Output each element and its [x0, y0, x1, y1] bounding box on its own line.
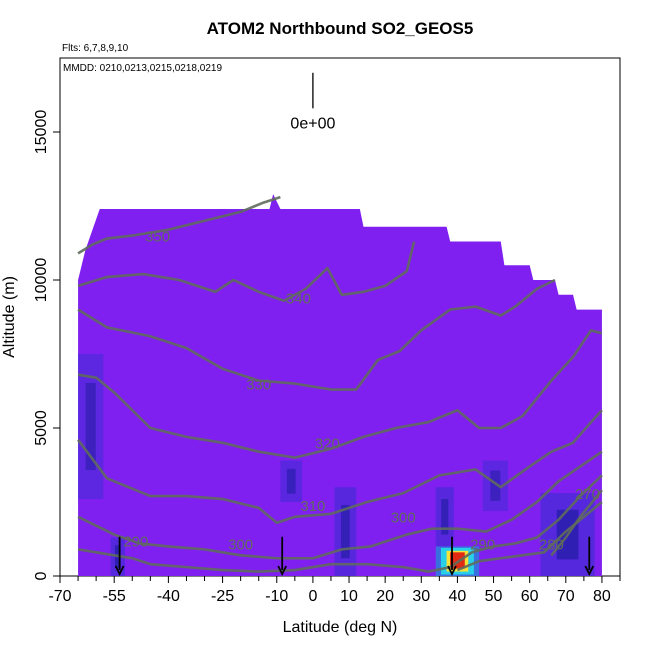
axes: -70 -55 -40 -25 -10 0 10 20 30 40 50 60 70 80 0 5000 100…	[33, 110, 621, 605]
y-tick-label-3: 15000	[33, 110, 50, 155]
contour-line-310	[77, 409, 603, 525]
contour-label-300: 300	[228, 536, 253, 553]
contour-label-290: 290	[470, 536, 495, 553]
x-axis-label: Latitude (deg N)	[283, 619, 398, 636]
colorbar-marker: 0e+00	[290, 72, 335, 132]
y-tick-label-0: 0	[33, 571, 50, 580]
hotspot-3-core	[286, 468, 296, 494]
x-tick-label-6: 10	[340, 588, 358, 605]
contour-label-290: 290	[123, 533, 148, 550]
colorbar-label: 0e+00	[290, 115, 335, 132]
contour-line-280	[456, 500, 603, 572]
x-tick-label-4: -10	[265, 588, 288, 605]
contour-layer: 350 340 330 320 310 300 300 290 290 280 270	[77, 195, 603, 573]
contour-label-320: 320	[315, 436, 340, 453]
hotspot-4-core	[441, 499, 449, 535]
contour-label-280: 280	[539, 536, 564, 553]
contour-label-330: 330	[246, 377, 271, 394]
arrow-head-2	[447, 565, 457, 577]
x-tick-label-13: 80	[593, 588, 611, 605]
contour-label-340: 340	[286, 291, 311, 308]
flight-arrows	[114, 536, 595, 577]
y-axis-label: Altitude (m)	[1, 276, 18, 358]
flights-note: Flts: 6,7,8,9,10	[62, 43, 129, 54]
x-tick-label-8: 30	[412, 588, 430, 605]
y-tick-label-2: 10000	[33, 258, 50, 303]
contour-line-270	[550, 489, 603, 557]
contour-label-270: 270	[575, 486, 600, 503]
arrow-head-0	[114, 565, 125, 577]
x-tick-label-12: 70	[557, 588, 575, 605]
x-tick-label-3: -25	[211, 588, 234, 605]
hotspot-2-core	[341, 504, 350, 559]
contour-line-350	[77, 195, 281, 255]
x-tick-label-0: -70	[48, 588, 71, 605]
contour-line-340	[77, 241, 416, 303]
hotspot-6-core	[85, 383, 96, 471]
y-tick-label-1: 5000	[33, 410, 50, 446]
x-tick-label-7: 20	[376, 588, 394, 605]
contour-label-310: 310	[300, 498, 325, 515]
dates-note: MMDD: 0210,0213,0215,0218,0219	[63, 63, 222, 74]
contour-label-350: 350	[145, 229, 170, 246]
contour-line-330	[77, 278, 556, 391]
x-tick-label-5: 0	[308, 588, 317, 605]
data-layer	[78, 194, 602, 576]
hotspot-7-core	[490, 470, 501, 501]
x-tick-label-1: -55	[103, 588, 126, 605]
contour-line-300	[77, 450, 603, 560]
x-tick-label-2: -40	[157, 588, 180, 605]
x-tick-label-10: 50	[485, 588, 503, 605]
arrow-head-1	[277, 565, 287, 577]
contour-line-290	[77, 474, 603, 573]
contour-line-320	[77, 329, 603, 459]
arrow-head-3	[584, 565, 595, 577]
x-tick-label-11: 60	[521, 588, 539, 605]
chart-title: ATOM2 Northbound SO2_GEOS5	[207, 19, 474, 38]
contour-label-300: 300	[391, 510, 416, 527]
x-tick-label-9: 40	[449, 588, 467, 605]
